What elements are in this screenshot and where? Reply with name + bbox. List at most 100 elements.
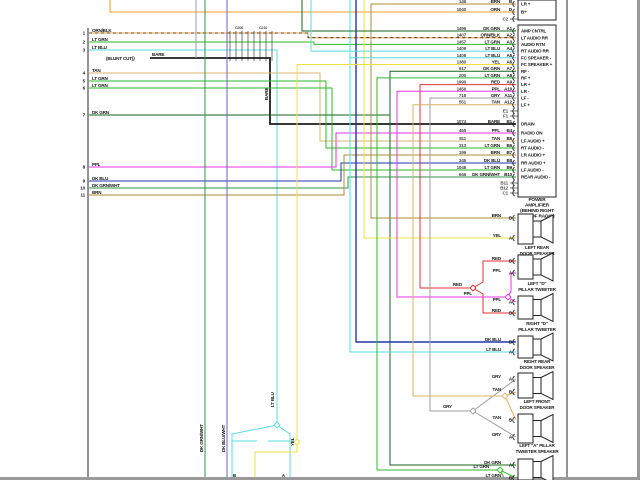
wire-color-label: LT BLU <box>92 45 108 50</box>
wire-ppl-row8 <box>89 132 516 168</box>
wire-ppl-up <box>507 272 516 298</box>
circuit-number: 718 <box>459 93 467 98</box>
pin-brace <box>512 189 515 197</box>
component-label: PILLAR TWEETER <box>518 287 556 292</box>
wire-color-label: LT BLU <box>485 53 501 58</box>
wire-lt-blu-row3 <box>89 49 278 425</box>
component-label: POWER <box>528 197 546 203</box>
wire-color-label: TAN <box>92 68 101 73</box>
wire-color-label: LT GRN <box>485 473 501 478</box>
pin-id: B7 <box>507 150 513 155</box>
wire-gry-up <box>472 378 517 412</box>
wire-color-label-rotated: BARE <box>264 88 269 100</box>
right-front-door-speaker-magnet <box>532 461 542 478</box>
component-label: RIGHT "D" <box>526 321 547 326</box>
pin-brace <box>512 54 515 62</box>
pin-id: B <box>509 418 513 423</box>
wire-color-label: PPL <box>492 86 501 91</box>
circuit-number: 917 <box>459 66 467 71</box>
pin-id: B10 <box>504 172 512 177</box>
pin-brace <box>512 61 515 68</box>
circuit-number: 1409 <box>457 46 467 51</box>
pin-brace <box>512 144 515 152</box>
circuit-number: 1990 <box>457 80 467 85</box>
pin-id: A1 <box>507 26 513 31</box>
wire-color-label: LT GRN <box>92 76 108 81</box>
wire-lt-blu-a4 <box>310 0 516 52</box>
wire-color-label: DK GRN/WHT <box>92 183 120 188</box>
pin-id: B1 <box>507 119 513 124</box>
wire-color-label-rotated: YEL <box>290 437 295 446</box>
pin-id: B <box>509 0 513 4</box>
pin-id: B <box>509 259 513 264</box>
pin-function-label: LF + <box>521 102 530 107</box>
wire-color-label: PPL <box>92 162 101 167</box>
pin-function-label: LR + <box>521 82 531 87</box>
wire-color-label: GRY <box>492 374 501 379</box>
pin-id: A <box>509 300 513 305</box>
pin-brace <box>512 433 515 441</box>
pin-id: B5 <box>507 136 513 141</box>
right-d-pillar-tweeter-cone <box>540 292 554 323</box>
pin-function-label: RR AUDIO + <box>521 161 546 166</box>
pin-number: 7 <box>83 113 86 118</box>
circuit-number: 811 <box>459 136 466 141</box>
pin-id: A8 <box>507 73 513 78</box>
pin-brace <box>512 338 515 346</box>
pin-id: A6 <box>507 60 513 65</box>
wire-dk-grn-wht-row10 <box>89 176 516 189</box>
circuit-number: 465 <box>459 128 467 133</box>
wire-color-label: PPL <box>493 297 502 302</box>
pin-id: A <box>509 271 513 276</box>
wire-color-label: DK BLU <box>485 337 502 342</box>
pin-brace <box>512 298 515 306</box>
component-label: LEFT "D" <box>528 281 547 286</box>
pin-number: 3 <box>83 48 86 53</box>
pin-function-label: B+ <box>521 10 527 15</box>
pin-brace <box>512 101 515 108</box>
component-label: AMPLIFIER <box>525 203 550 209</box>
pin-number: 11 <box>81 193 86 198</box>
pin-id: A <box>509 236 513 241</box>
pin-function-label: RF + <box>521 76 531 81</box>
wire-color-label: DK GRN <box>483 66 501 71</box>
wire-color-label: LT GRN <box>473 464 489 469</box>
pin-brace <box>512 416 515 424</box>
pin-brace <box>512 47 515 55</box>
splice-symbol <box>469 407 477 415</box>
wire-tan-down <box>504 395 517 421</box>
amp-top-connector-box <box>517 0 557 21</box>
wire-color-label: LT GRN <box>484 73 500 78</box>
pin-id: B8 <box>507 158 513 163</box>
pin-function-label: RADIO ON <box>521 131 543 136</box>
circuit-number: 551 <box>459 100 467 105</box>
wire-color-label: BRN <box>492 213 502 218</box>
component-label: DOOR SPEAKER <box>520 365 556 370</box>
wire-orn-batt <box>109 0 516 13</box>
wire-color-label: GRY <box>492 432 501 437</box>
circuit-number: 1456 <box>457 86 467 91</box>
inline-connector-label: C210 <box>259 26 267 30</box>
pin-function-label: LF - <box>521 96 529 101</box>
right-d-pillar-tweeter-connector <box>517 295 534 320</box>
right-rear-door-speaker-cone <box>540 332 554 362</box>
pin-id: B12 <box>500 186 508 191</box>
splice-symbol <box>496 466 504 474</box>
wire-dk-grn-rf <box>389 70 516 466</box>
wire-color-label: GRY <box>443 404 452 409</box>
wire-bare-drain <box>150 57 516 125</box>
pin-id: A <box>282 473 286 478</box>
wire-color-label: BRN <box>92 190 102 195</box>
wire-color-label: DK GRN <box>484 460 502 465</box>
right-front-door-speaker-connector <box>517 458 534 480</box>
pin-brace <box>512 159 515 167</box>
wire-color-label: YEL <box>493 233 502 238</box>
inline-connector-label: C200 <box>235 26 243 30</box>
circuit-number: 1380 <box>457 60 467 65</box>
wire-color-label: BRN <box>491 0 501 4</box>
pin-brace <box>512 151 515 159</box>
pin-id: A10 <box>504 86 512 91</box>
circuit-number: 146 <box>459 0 467 4</box>
pin-brace <box>512 120 515 128</box>
pin-function-label: LR + <box>521 2 531 7</box>
